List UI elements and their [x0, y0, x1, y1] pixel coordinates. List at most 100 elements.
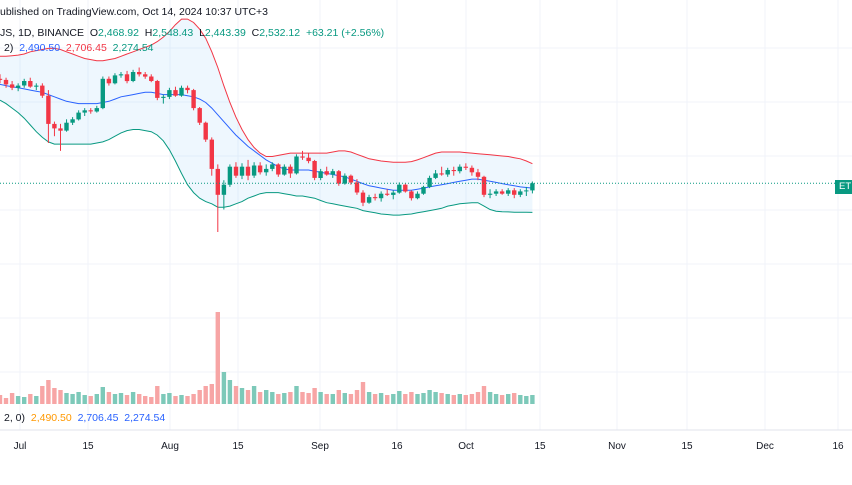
candle — [70, 117, 75, 125]
bollinger-band-fill — [0, 19, 533, 216]
candle — [397, 182, 402, 194]
time-axis-label: 16 — [832, 441, 844, 452]
candle — [288, 164, 293, 178]
volume-bar — [173, 396, 178, 404]
volume-bar — [203, 386, 208, 404]
candle — [155, 79, 160, 101]
candle — [100, 76, 105, 110]
candle — [239, 163, 245, 180]
volume-bar — [112, 394, 118, 404]
candle — [264, 164, 269, 176]
candle — [348, 174, 354, 185]
volume-bars — [0, 312, 535, 404]
volume-bar — [433, 392, 438, 404]
volume-bar — [282, 393, 287, 404]
volume-bar — [137, 394, 142, 404]
time-axis-label: 15 — [681, 441, 693, 452]
candle — [185, 85, 190, 94]
candlesticks — [0, 67, 535, 232]
candle — [161, 94, 166, 104]
candle — [312, 159, 317, 181]
time-axis-label: 16 — [391, 441, 403, 452]
volume-bar — [499, 395, 505, 404]
candle — [306, 153, 311, 164]
candle — [391, 190, 396, 200]
bollinger-basis-line — [0, 83, 533, 191]
candle — [22, 78, 27, 88]
candle — [124, 70, 130, 84]
volume-bar — [179, 395, 184, 404]
indicator-value-3: 2,274.54 — [124, 412, 166, 424]
volume-bar — [518, 395, 523, 404]
bollinger-upper-value: 2,706.45 — [65, 42, 107, 54]
volume-bar — [475, 392, 481, 404]
candle — [58, 123, 63, 151]
volume-bar — [233, 386, 239, 404]
candle — [409, 190, 414, 201]
volume-bar — [391, 394, 396, 404]
volume-bar — [270, 392, 275, 404]
volume-bar — [324, 394, 329, 404]
candle — [197, 107, 202, 125]
candle — [0, 74, 3, 84]
volume-bar — [167, 393, 172, 404]
published-caption: ublished on TradingView.com, Oct 14, 202… — [0, 6, 269, 18]
candle — [257, 162, 263, 175]
time-axis: Jul 15 Aug 15 Sep 16 Oct 15 Nov 15 Dec 16 — [14, 441, 844, 452]
symbol-label: JS, 1D, BINANCE — [0, 27, 85, 39]
candle — [9, 81, 15, 91]
bollinger-basis-value: 2,490.50 — [19, 42, 61, 54]
volume-bar — [360, 382, 366, 404]
price-scale-tag: ET — [835, 180, 852, 194]
candle — [88, 108, 93, 114]
candle — [439, 166, 444, 176]
volume-bar — [227, 380, 233, 404]
volume-bar — [463, 395, 468, 404]
candle — [82, 108, 87, 116]
volume-bar — [336, 390, 341, 404]
candle — [173, 86, 178, 97]
volume-bar — [64, 393, 69, 404]
volume-bar — [149, 397, 154, 404]
candle — [15, 83, 21, 92]
high-label: H — [144, 27, 153, 39]
candle — [403, 183, 408, 193]
volume-bar — [457, 394, 462, 404]
volume-bar — [161, 394, 166, 404]
change-value: +63.21 (+2.56%) — [305, 27, 385, 39]
volume-bar — [251, 386, 257, 404]
volume-bar — [427, 390, 432, 404]
volume-bar — [378, 393, 384, 404]
volume-bar — [385, 395, 390, 404]
volume-bar — [197, 390, 202, 404]
candle — [318, 168, 323, 181]
candle — [421, 185, 426, 195]
candle — [512, 188, 517, 199]
candle — [427, 175, 432, 189]
bollinger-upper-band — [0, 18, 533, 165]
volume-bar — [348, 394, 354, 404]
volume-bar — [288, 392, 293, 404]
candle — [433, 170, 438, 180]
candle — [179, 85, 184, 97]
time-axis-label: 15 — [82, 441, 94, 452]
candle — [40, 83, 45, 98]
indicator-legend: 2, 0) 2,490.50 2,706.45 2,274.54 — [4, 412, 165, 424]
candle — [342, 173, 347, 185]
indicator-value-1: 2,490.50 — [30, 412, 72, 424]
bollinger-lower-band — [0, 99, 533, 216]
volume-bar — [28, 394, 33, 404]
candle — [518, 189, 523, 198]
time-axis-label: Aug — [161, 441, 179, 452]
volume-bar — [124, 395, 130, 404]
bollinger-lower-value: 2,274.54 — [112, 42, 154, 54]
volume-bar — [209, 384, 214, 404]
volume-bar — [0, 395, 3, 404]
time-axis-label: Jul — [14, 441, 27, 452]
volume-bar — [143, 396, 148, 404]
volume-bar — [46, 380, 51, 404]
candle — [52, 121, 57, 137]
candle — [530, 181, 535, 194]
candle — [300, 150, 305, 160]
